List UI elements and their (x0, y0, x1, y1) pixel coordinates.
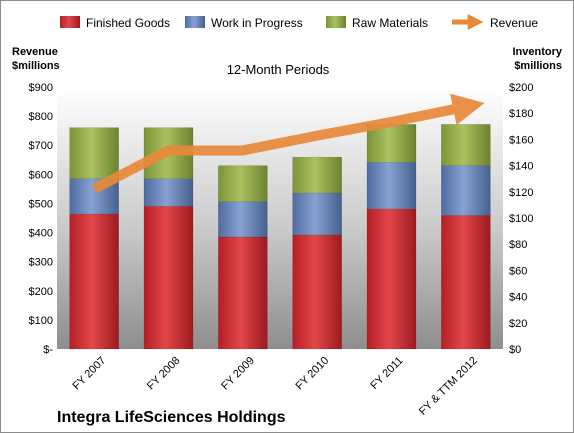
legend-item-raw-materials: Raw Materials (326, 16, 428, 30)
right-tick-label: $120 (509, 187, 533, 199)
right-axis-title-line1: Inventory (512, 46, 562, 58)
bar-work-in-progress (366, 162, 417, 210)
legend-swatch-finished-goods (60, 16, 80, 28)
company-name: Integra LifeSciences Holdings (57, 409, 286, 426)
bar-finished-goods (218, 236, 268, 350)
left-tick-label: $900 (29, 82, 53, 94)
bar-work-in-progress (218, 201, 268, 238)
left-tick-label: $100 (29, 315, 53, 327)
bar-work-in-progress (292, 192, 342, 236)
plot-area (57, 87, 503, 349)
left-tick-label: $500 (29, 198, 53, 210)
bar-work-in-progress (143, 178, 194, 207)
legend-item-revenue: Revenue (452, 13, 538, 31)
right-axis-title-line2: $millions (514, 60, 562, 72)
bar-finished-goods (441, 215, 491, 350)
legend: Finished Goods Work in Progress Raw Mate… (60, 13, 538, 31)
left-tick-label: $800 (29, 111, 53, 123)
left-tick-label: $600 (29, 169, 53, 181)
legend-label-finished-goods: Finished Goods (86, 16, 170, 30)
right-tick-label: $60 (509, 265, 527, 277)
left-tick-label: $300 (29, 257, 53, 269)
legend-label-revenue: Revenue (490, 16, 538, 30)
right-tick-label: $0 (509, 344, 521, 356)
bar-finished-goods (292, 234, 342, 350)
left-axis-ticks: $- $100 $200 $300 $400 $500 $600 $700 $800 $900 (29, 82, 54, 356)
legend-swatch-raw-materials (326, 16, 346, 28)
bar-raw-materials (441, 124, 491, 166)
right-tick-label: $20 (509, 318, 527, 330)
left-tick-label: $700 (29, 140, 53, 152)
left-tick-label: $200 (29, 286, 53, 298)
left-axis-title-line2: $millions (12, 60, 60, 72)
legend-label-raw-materials: Raw Materials (352, 16, 428, 30)
revenue-line-layer (91, 93, 485, 194)
bar-work-in-progress (441, 165, 491, 216)
legend-label-work-in-progress: Work in Progress (211, 16, 303, 30)
right-tick-label: $200 (509, 82, 533, 94)
legend-item-work-in-progress: Work in Progress (185, 16, 303, 30)
revenue-line (91, 93, 485, 194)
bar-finished-goods (143, 205, 194, 350)
bar-raw-materials (292, 156, 342, 194)
left-tick-label: $400 (29, 228, 53, 240)
right-tick-label: $100 (509, 213, 533, 225)
chart-subtitle: 12-Month Periods (227, 62, 330, 77)
legend-swatch-work-in-progress (185, 16, 205, 28)
bar-raw-materials (218, 165, 268, 202)
bars (69, 124, 491, 350)
right-axis-ticks: $0 $20 $40 $60 $80 $100 $120 $140 $160 $180 $200 (509, 82, 533, 356)
left-axis-title-line1: Revenue (12, 46, 58, 58)
right-tick-label: $80 (509, 239, 527, 251)
bar-raw-materials (366, 124, 417, 163)
right-tick-label: $40 (509, 292, 527, 304)
right-tick-label: $160 (509, 134, 533, 146)
bar-finished-goods (69, 213, 119, 350)
left-tick-label: $- (43, 344, 53, 356)
bar-finished-goods (366, 208, 417, 350)
right-tick-label: $140 (509, 161, 533, 173)
right-tick-label: $180 (509, 108, 533, 120)
legend-item-finished-goods: Finished Goods (60, 16, 170, 30)
bar-raw-materials (69, 127, 119, 180)
